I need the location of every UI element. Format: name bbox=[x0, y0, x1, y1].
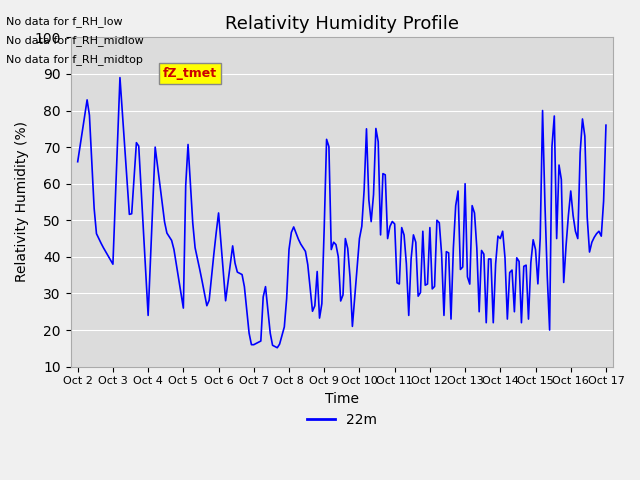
Text: fZ_tmet: fZ_tmet bbox=[163, 67, 217, 80]
Text: No data for f_RH_midlow: No data for f_RH_midlow bbox=[6, 35, 144, 46]
X-axis label: Time: Time bbox=[325, 392, 359, 406]
Text: No data for f_RH_low: No data for f_RH_low bbox=[6, 16, 123, 27]
Legend: 22m: 22m bbox=[301, 407, 382, 432]
Y-axis label: Relativity Humidity (%): Relativity Humidity (%) bbox=[15, 121, 29, 283]
Title: Relativity Humidity Profile: Relativity Humidity Profile bbox=[225, 15, 459, 33]
Text: No data for f_RH_midtop: No data for f_RH_midtop bbox=[6, 54, 143, 65]
